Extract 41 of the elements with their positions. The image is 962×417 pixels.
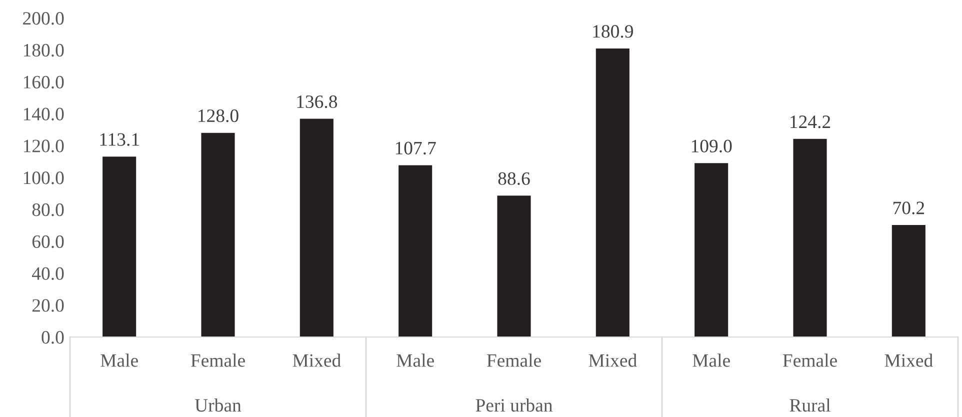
y-tick-label: 100.0 bbox=[24, 172, 64, 184]
bar bbox=[892, 225, 926, 337]
y-tick-label: 180.0 bbox=[24, 44, 64, 57]
y-tick-label: 80.0 bbox=[32, 203, 64, 216]
text: Urban bbox=[194, 398, 242, 412]
data-label: 70.2 bbox=[893, 202, 924, 214]
data-label: 136.8 bbox=[297, 95, 338, 108]
y-tick-label: 140.0 bbox=[24, 108, 64, 120]
data-label: 124.2 bbox=[790, 116, 830, 128]
y-tick-label: 20.0 bbox=[32, 299, 64, 312]
data-label: 109.0 bbox=[692, 140, 732, 152]
x-tick-label: Mixed bbox=[292, 354, 341, 367]
y-tick-label: 120.0 bbox=[24, 140, 64, 152]
y-tick-label: 160.0 bbox=[24, 76, 64, 89]
bar bbox=[201, 132, 235, 337]
bar bbox=[497, 196, 531, 337]
x-tick-label: Male bbox=[692, 354, 730, 367]
bar bbox=[596, 48, 630, 337]
data-label: 107.7 bbox=[396, 142, 436, 155]
data-label: 88.6 bbox=[498, 172, 530, 186]
bar bbox=[694, 163, 728, 337]
bar bbox=[102, 156, 136, 337]
y-tick-label: 0.0 bbox=[42, 331, 64, 344]
bar bbox=[300, 118, 334, 337]
x-tick-label: Male bbox=[396, 354, 434, 367]
x-tick-label: Female bbox=[486, 354, 541, 367]
x-tick-label: Mixed bbox=[588, 354, 637, 367]
x-tick-label: Male bbox=[100, 354, 138, 367]
y-tick-label: 40.0 bbox=[32, 267, 64, 280]
data-label: 113.1 bbox=[100, 133, 139, 146]
y-tick-label: 200.0 bbox=[23, 12, 64, 25]
data-label: 180.9 bbox=[593, 25, 633, 38]
text: Peri urban bbox=[476, 398, 553, 412]
data-label: 128.0 bbox=[198, 109, 238, 122]
x-tick-label: Mixed bbox=[884, 354, 933, 367]
y-tick-label: 60.0 bbox=[32, 235, 64, 248]
bar bbox=[398, 165, 432, 337]
x-tick-label: Female bbox=[190, 354, 245, 367]
x-tick-label: Female bbox=[782, 354, 837, 367]
text: Rural bbox=[790, 398, 830, 412]
bar bbox=[793, 138, 827, 337]
